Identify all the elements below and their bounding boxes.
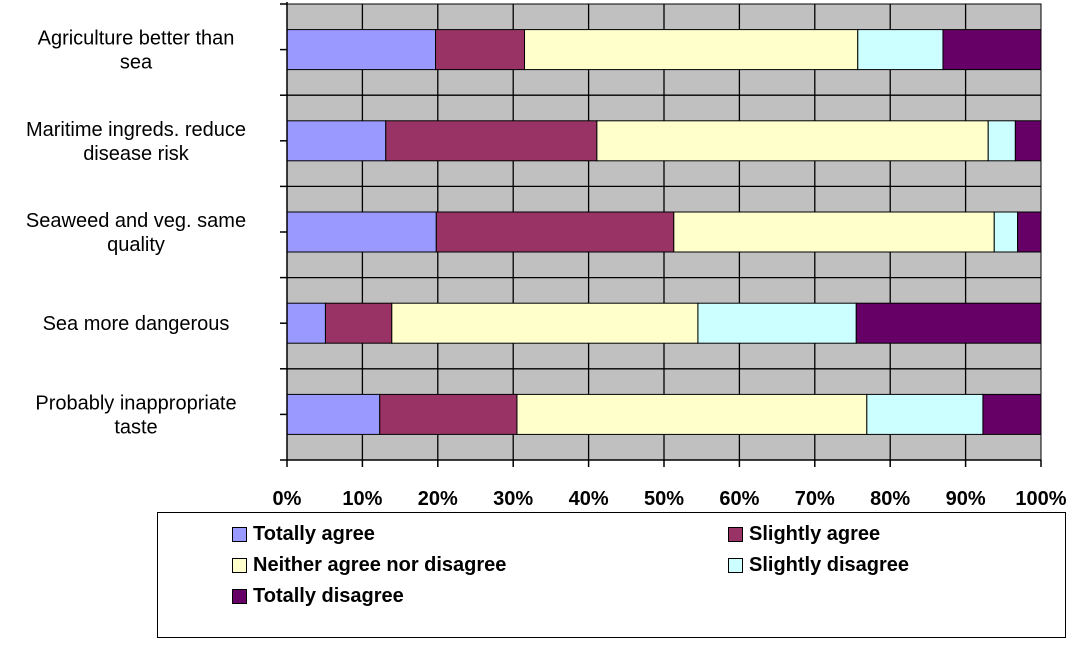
bar-segment-totally-disagree <box>1014 120 1042 162</box>
x-tick-label: 40% <box>569 488 609 510</box>
bar-segment-totally-disagree <box>1017 211 1042 253</box>
legend-swatch <box>728 527 743 542</box>
legend-label: Neither agree nor disagree <box>253 554 507 576</box>
legend-label: Slightly agree <box>749 523 881 545</box>
category-label: sea <box>120 52 153 74</box>
bar-segment-slightly-disagree <box>987 120 1016 162</box>
legend-swatch <box>232 527 247 542</box>
bar-segment-totally-agree <box>286 211 437 253</box>
x-tick-label: 60% <box>719 488 759 510</box>
bar-segment-totally-agree <box>286 393 381 435</box>
bar-segment-totally-agree <box>286 120 387 162</box>
x-tick-label: 0% <box>273 488 302 510</box>
bar-segment-slightly-disagree <box>866 393 984 435</box>
x-tick-label: 30% <box>493 488 533 510</box>
legend-item: Totally agree <box>232 523 375 546</box>
bar-segment-slightly-disagree <box>857 29 944 71</box>
bar-segment-neither-agree-nor-disagree <box>391 302 699 344</box>
legend-swatch <box>232 589 247 604</box>
category-label: Sea more dangerous <box>43 313 230 335</box>
category-label: Maritime ingreds. reduce <box>26 119 246 141</box>
bar-segment-slightly-agree <box>385 120 598 162</box>
category-label: Agriculture better than <box>38 28 235 50</box>
legend: Totally agree Slightly agree Neither agree… <box>157 512 1066 638</box>
legend-label: Totally agree <box>253 523 375 545</box>
x-tick-label: 50% <box>644 488 684 510</box>
bar-segment-slightly-agree <box>379 393 518 435</box>
x-tick-label: 10% <box>342 488 382 510</box>
bar-segment-slightly-disagree <box>697 302 857 344</box>
category-label: quality <box>107 234 165 256</box>
bar-segment-totally-disagree <box>855 302 1042 344</box>
bar-segment-totally-agree <box>286 302 326 344</box>
legend-swatch <box>728 558 743 573</box>
category-label: Seaweed and veg. same <box>26 210 246 232</box>
legend-item: Neither agree nor disagree <box>232 554 506 577</box>
bar-segment-neither-agree-nor-disagree <box>516 393 868 435</box>
legend-item: Totally disagree <box>232 585 404 608</box>
legend-label: Slightly disagree <box>749 554 910 576</box>
x-tick-label: 20% <box>418 488 458 510</box>
bar-segment-totally-disagree <box>942 29 1042 71</box>
category-label: taste <box>114 416 157 438</box>
axes <box>280 2 1042 467</box>
bar-segment-neither-agree-nor-disagree <box>673 211 995 253</box>
legend-item: Slightly agree <box>728 523 880 546</box>
legend-swatch <box>232 558 247 573</box>
x-tick-label: 80% <box>870 488 910 510</box>
legend-item: Slightly disagree <box>728 554 909 577</box>
bar-segment-slightly-agree <box>324 302 393 344</box>
legend-label: Totally disagree <box>253 585 404 607</box>
bar-segment-neither-agree-nor-disagree <box>596 120 989 162</box>
x-tick-label: 70% <box>795 488 835 510</box>
bar-segment-slightly-agree <box>435 29 526 71</box>
bar-segment-totally-agree <box>286 29 437 71</box>
bar-segment-slightly-disagree <box>993 211 1019 253</box>
x-tick-label: 100% <box>1015 488 1066 510</box>
bar-segment-totally-disagree <box>982 393 1042 435</box>
category-label: Probably inappropriate <box>35 392 236 414</box>
x-tick-label: 90% <box>946 488 986 510</box>
x-tick-labels: 0% 10% 20% 30% 40% 50% 60% 70% 80% 90% 100% <box>273 488 1067 510</box>
bars <box>286 29 1042 435</box>
bar-segment-slightly-agree <box>435 211 675 253</box>
category-label: disease risk <box>83 143 190 165</box>
bar-segment-neither-agree-nor-disagree <box>524 29 859 71</box>
